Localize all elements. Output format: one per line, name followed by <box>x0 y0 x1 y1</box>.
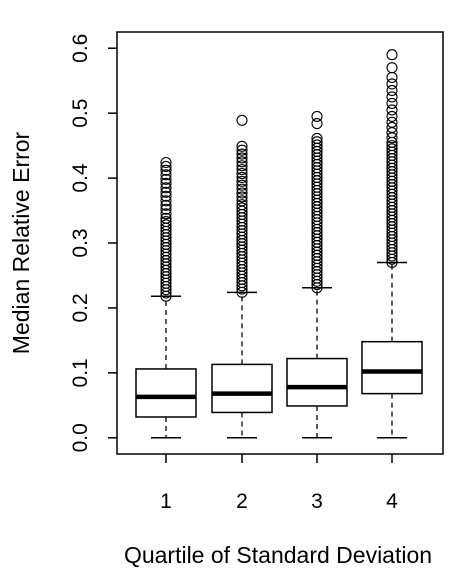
outlier-point <box>386 71 398 83</box>
box-3 <box>286 110 348 439</box>
iqr-box <box>361 340 423 395</box>
x-tick-label: 3 <box>311 490 323 513</box>
iqr-box <box>211 363 273 414</box>
outlier-point <box>386 104 398 116</box>
outlier-point <box>386 110 398 122</box>
outlier-point <box>236 144 248 156</box>
x-tick-label: 4 <box>386 490 398 513</box>
x-axis-title: Quartile of Standard Deviation <box>124 542 432 568</box>
y-tick-label: 0.3 <box>69 228 92 257</box>
box-4 <box>361 49 423 439</box>
outlier-point <box>236 114 248 126</box>
outlier-point <box>236 183 248 195</box>
outlier-point <box>160 164 172 176</box>
outlier-point <box>160 219 172 231</box>
marks-layer <box>135 49 423 439</box>
outlier-point <box>160 169 172 181</box>
outlier-point <box>236 202 248 214</box>
iqr-box <box>135 368 197 418</box>
outlier-point <box>160 203 172 215</box>
box-2 <box>211 114 273 439</box>
outlier-point <box>160 177 172 189</box>
y-tick-label: 0.6 <box>69 34 92 63</box>
outlier-point <box>236 167 248 180</box>
outlier-point <box>311 110 323 122</box>
outlier-point <box>386 62 398 74</box>
y-tick-label: 0.2 <box>69 293 92 322</box>
outlier-point <box>236 171 248 183</box>
outlier-point <box>311 139 323 151</box>
outlier-point <box>236 175 248 187</box>
outlier-point <box>236 148 248 160</box>
outlier-point <box>386 143 398 155</box>
outlier-point <box>160 212 172 224</box>
outlier-point <box>236 179 248 191</box>
y-tick-label: 0.5 <box>69 99 92 128</box>
outlier-point <box>160 216 172 228</box>
outlier-point <box>386 140 398 152</box>
y-tick-label: 0.1 <box>69 358 92 387</box>
outlier-point <box>160 190 172 202</box>
outlier-point <box>160 156 172 169</box>
outlier-point <box>236 164 248 176</box>
outlier-point <box>160 173 172 185</box>
outlier-point <box>236 140 248 152</box>
outlier-point <box>311 117 323 130</box>
outlier-point <box>386 78 398 90</box>
box-1 <box>135 156 197 439</box>
outlier-point <box>311 136 323 148</box>
outlier-point <box>236 191 248 203</box>
outlier-point <box>160 208 172 220</box>
outlier-point <box>160 186 172 198</box>
outlier-point <box>236 199 248 211</box>
outlier-point <box>386 121 398 133</box>
axes-layer: 0.0 0.1 0.2 0.3 0.4 0.5 0.6 1 2 3 4 <box>69 31 444 513</box>
outlier-point <box>236 152 248 164</box>
outlier-point <box>386 49 398 61</box>
x-tick-label: 2 <box>236 490 248 513</box>
y-tick-label: 0.0 <box>69 423 92 452</box>
outlier-point <box>236 156 248 168</box>
y-axis-title: Median Relative Error <box>8 131 34 354</box>
outlier-point <box>160 195 172 207</box>
outlier-point <box>160 199 172 211</box>
outlier-point <box>236 195 248 207</box>
iqr-box <box>286 357 348 407</box>
x-tick-label: 1 <box>160 490 172 513</box>
outlier-point <box>236 160 248 172</box>
outlier-point <box>386 84 398 96</box>
outlier-point <box>386 91 398 103</box>
y-tick-label: 0.4 <box>69 163 92 193</box>
outlier-point <box>311 132 323 145</box>
outlier-point <box>160 182 172 194</box>
outlier-point <box>386 116 398 128</box>
outlier-point <box>160 160 172 172</box>
outlier-point <box>386 97 398 109</box>
outlier-point <box>236 187 248 199</box>
